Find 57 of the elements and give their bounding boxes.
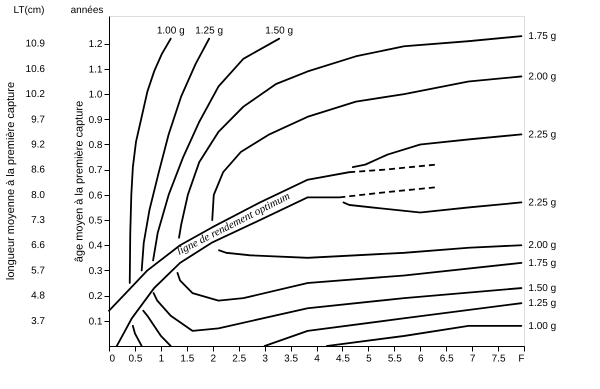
y-tick-label: 1.2 xyxy=(88,39,103,50)
x-tick-label: 3 xyxy=(262,354,268,364)
x-tick-label: 3.5 xyxy=(284,354,298,364)
x-tick-label: 6 xyxy=(418,354,424,364)
series-label: 1.50 g xyxy=(265,26,294,37)
y-tick-label: 1.1 xyxy=(88,64,103,76)
x-tick-label: 7.5 xyxy=(492,354,506,364)
x-tick-label: 2.5 xyxy=(232,354,247,364)
y-tick-label: 0.6 xyxy=(88,190,103,202)
y-tick-label: 0.4 xyxy=(88,240,103,252)
series-label: 2.25 g xyxy=(528,129,556,140)
y-tick-label: 0.8 xyxy=(88,140,103,151)
text: années xyxy=(70,5,104,16)
x-tick-label: 7 xyxy=(470,354,476,364)
text: 10.9 xyxy=(26,38,46,50)
y-tick-label: 1.0 xyxy=(88,90,103,101)
series-label: 2.00 g xyxy=(528,71,556,82)
x-tick-label: 4 xyxy=(314,354,320,364)
text: 3.7 xyxy=(31,316,46,327)
x-tick-label: F xyxy=(518,354,524,364)
y-tick-label: 0.7 xyxy=(88,165,103,176)
x-tick-label: 0 xyxy=(110,354,116,364)
x-tick-label: 2 xyxy=(210,354,216,364)
text: 9.2 xyxy=(31,139,46,150)
x-tick-label: 1 xyxy=(158,354,165,364)
series-label: 1.00 g xyxy=(156,26,185,37)
text: LT(cm) xyxy=(14,5,44,16)
y-tick-label: 0.2 xyxy=(88,291,103,302)
series-label: 1.50 g xyxy=(528,283,556,294)
x-tick-label: 5.5 xyxy=(388,354,402,364)
text: 5.7 xyxy=(31,265,46,276)
text: 9.7 xyxy=(31,114,46,126)
series-label: 1.75 g xyxy=(528,31,556,42)
text: 6.6 xyxy=(31,240,46,252)
series-label: 1.75 g xyxy=(528,258,556,269)
x-tick-label: 1.5 xyxy=(180,354,195,364)
text: 10.2 xyxy=(26,89,46,100)
series-label: 1.00 g xyxy=(528,320,556,332)
text: 8.6 xyxy=(31,164,46,176)
series-label: 2.25 g xyxy=(528,197,556,208)
text: 8.0 xyxy=(31,190,46,201)
series-label: 1.25 g xyxy=(195,26,224,37)
series-label: 2.00 g xyxy=(528,240,556,252)
x-tick-label: 5 xyxy=(366,354,372,364)
y-tick-label: 0.5 xyxy=(88,216,103,227)
x-tick-label: 6.5 xyxy=(440,354,454,364)
text: 4.8 xyxy=(31,290,46,302)
y-axis-title: âge moyen à la première capture xyxy=(74,100,86,262)
text: 7.3 xyxy=(31,215,46,226)
series-label: 1.25 g xyxy=(528,298,556,310)
y-tick-label: 0.9 xyxy=(88,114,103,126)
x-tick-label: 4.5 xyxy=(336,354,350,364)
text: longueur moyenne à la première capture xyxy=(5,82,17,280)
text: 10.6 xyxy=(26,64,46,75)
y-tick-label: 0.1 xyxy=(88,316,103,328)
x-tick-label: 0.5 xyxy=(128,354,143,364)
y-tick-label: 0.3 xyxy=(88,266,103,277)
